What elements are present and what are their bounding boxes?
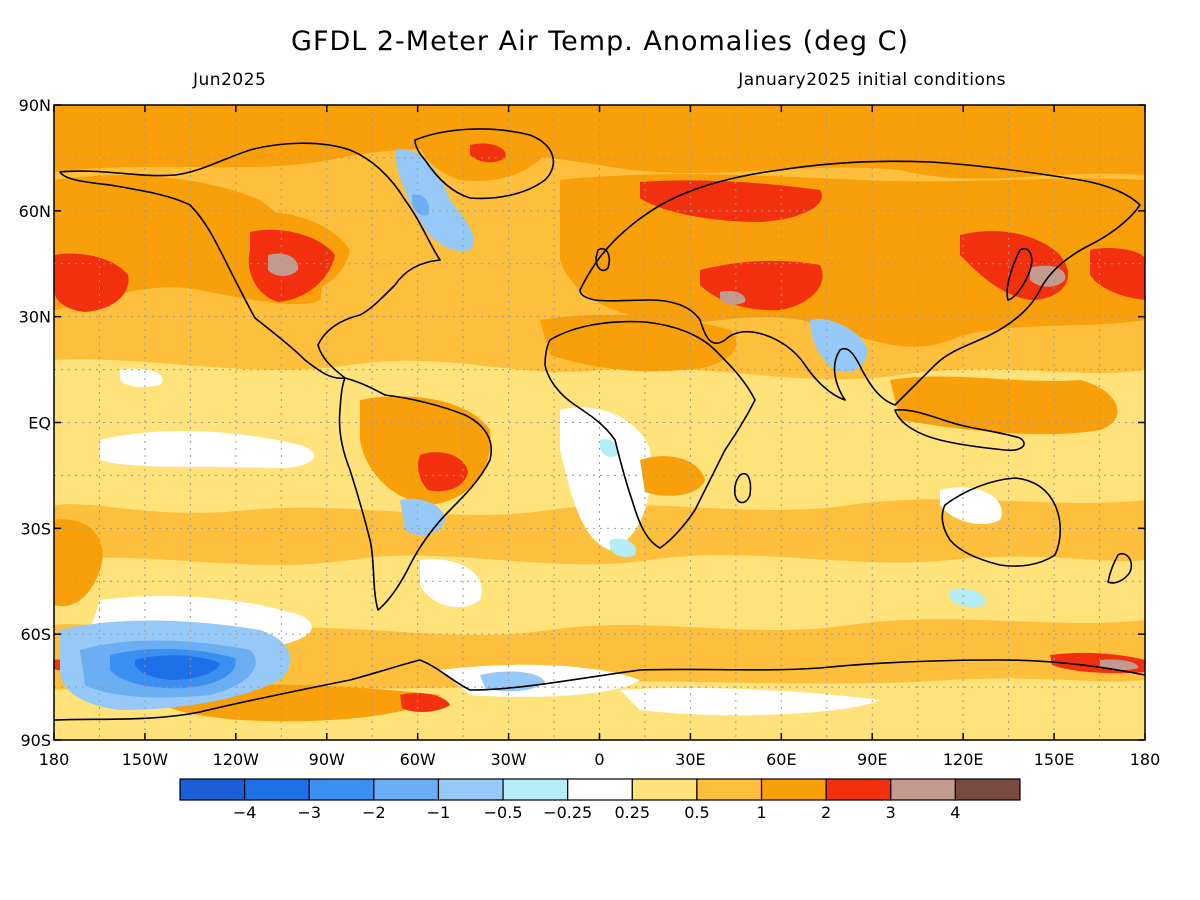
colorbar-swatch [179,778,246,801]
colorbar-label: −1 [427,803,451,822]
lon-label: 180 [1130,750,1161,769]
coastlines [54,128,1145,721]
lon-label: 120W [213,750,260,769]
lon-label: 180 [39,750,70,769]
lon-label: 90W [309,750,345,769]
coast-greenland [414,128,555,200]
map-title: GFDL 2-Meter Air Temp. Anomalies (deg C) [291,26,909,57]
colorbar-label: 0.25 [614,803,650,822]
colorbar-label: 0.5 [684,803,709,822]
init-conditions-label: January2025 initial conditions [738,70,1006,90]
lat-label: EQ [28,414,51,433]
lon-label: 0 [594,750,604,769]
lat-label: 60N [19,202,51,221]
coast-japan [1006,248,1033,301]
colorbar-swatch [244,778,310,801]
lon-label: 30W [490,750,526,769]
lon-label: 150W [122,750,169,769]
lat-label: 30N [19,308,51,327]
lon-label: 90E [857,750,887,769]
colorbar-label: −3 [297,803,321,822]
longitude-axis-labels: 180 150W 120W 90W 60W 30W 0 30E 60E 90E 120E 150E 18… [39,750,1161,769]
coast-antarctica [54,659,1145,721]
colorbar-label: 2 [821,803,831,822]
lon-label: 30E [675,750,705,769]
coast-north-america [59,142,441,380]
colorbar-swatch [631,778,698,801]
lat-label: 60S [20,625,51,644]
lon-label: 60E [766,750,796,769]
lat-label: 90S [20,731,51,750]
colorbar-swatch [696,778,763,801]
coast-new-zealand [1107,553,1133,584]
latitude-axis-labels: 90N 60N 30N EQ 30S 60S 90S [19,96,51,750]
colorbar-swatch [825,778,892,801]
coast-madagascar [733,473,752,504]
lon-label: 150E [1034,750,1075,769]
coast-indonesia [894,409,1025,452]
axis-tick-marks [53,104,1146,741]
colorbar [179,778,1021,801]
coast-africa [544,320,756,549]
colorbar-swatch [760,778,827,801]
lon-label: 120E [943,750,984,769]
colorbar-swatch [567,778,633,801]
valid-month-label: Jun2025 [193,70,267,90]
colorbar-swatch [373,778,440,801]
colorbar-label: 3 [886,803,896,822]
colorbar-swatch [954,778,1021,801]
lat-label: 90N [19,96,51,115]
coast-eurasia [579,160,1141,406]
colorbar-label: 1 [756,803,766,822]
colorbar-labels: −4 −3 −2 −1 −0.5 −0.25 0.25 0.5 1 2 3 4 [233,803,961,822]
lat-label: 30S [20,519,51,538]
colorbar-swatch [437,778,504,801]
coast-british-isles [595,248,611,272]
colorbar-swatch [502,778,569,801]
colorbar-label: −0.5 [484,803,523,822]
colorbar-swatch [308,778,375,801]
coast-south-america [338,377,492,611]
colorbar-swatch [890,778,956,801]
coast-australia [941,477,1062,567]
colorbar-label: 4 [950,803,960,822]
map-gridlines [54,105,1145,740]
colorbar-label: −4 [233,803,257,822]
colorbar-label: −2 [362,803,386,822]
colorbar-label: −0.25 [543,803,592,822]
lon-label: 60W [400,750,436,769]
